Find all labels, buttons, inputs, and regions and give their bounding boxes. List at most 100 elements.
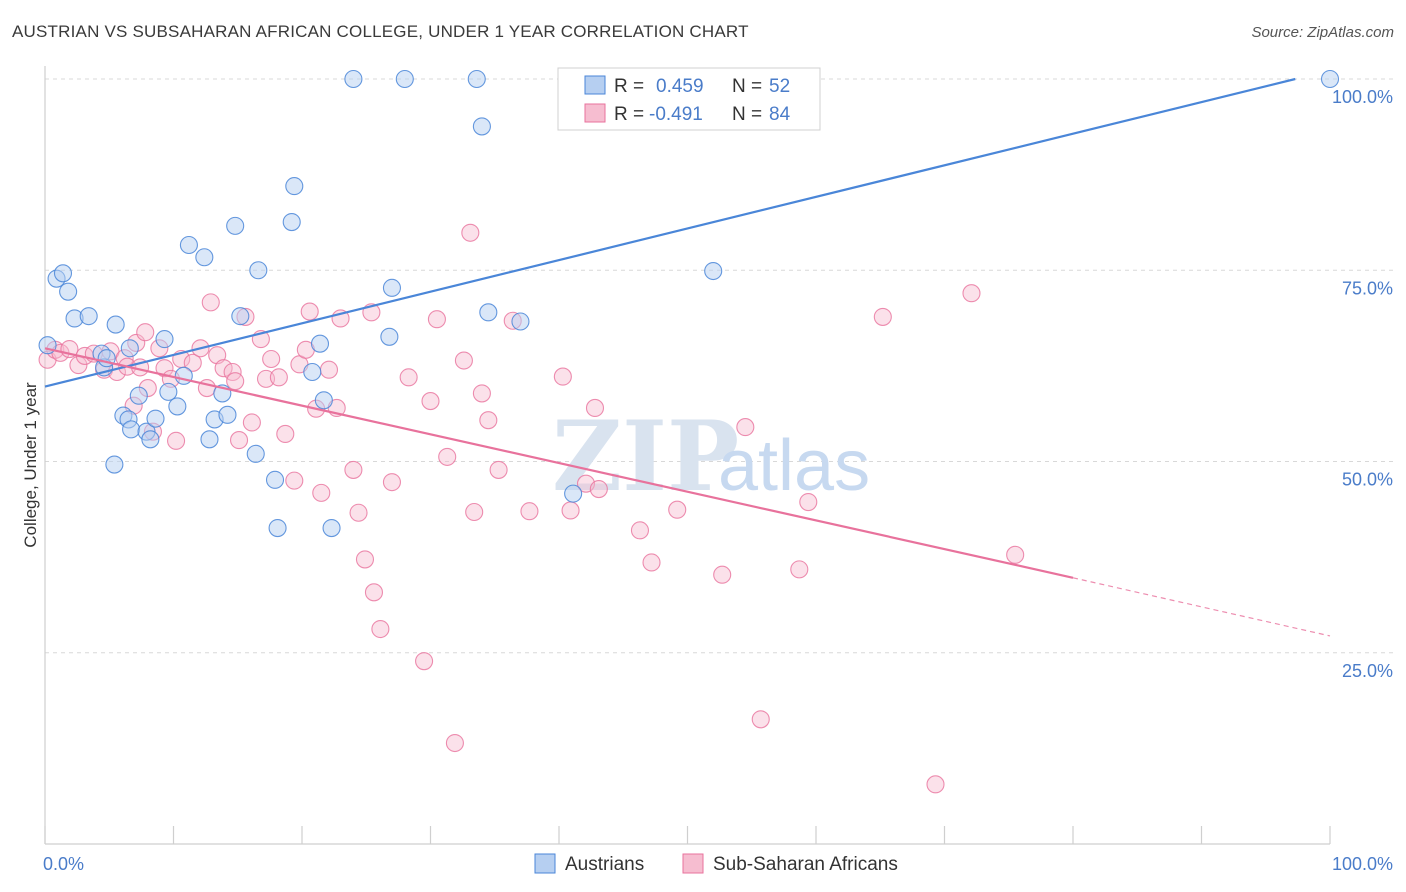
chart-title: AUSTRIAN VS SUBSAHARAN AFRICAN COLLEGE, … — [12, 22, 749, 41]
sub-saharan-point — [427, 310, 446, 329]
sub-saharan-point — [285, 471, 304, 490]
austrian-point — [382, 278, 402, 297]
sub-saharan-point — [461, 223, 480, 242]
sub-saharan-point — [790, 560, 809, 579]
sub-saharan-point — [873, 307, 892, 326]
series-legend: Austrians Sub-Saharan Africans — [534, 853, 898, 875]
sub-saharan-point — [421, 392, 440, 411]
austrian-point — [79, 307, 98, 326]
austrian-point — [120, 339, 139, 358]
austrian-point — [246, 444, 265, 463]
austrian-point — [472, 117, 491, 136]
legend-n-value-2: 84 — [769, 104, 791, 125]
austrian-point — [249, 261, 268, 280]
sub-saharan-point — [355, 550, 375, 569]
austrian-point — [467, 69, 486, 89]
sub-saharan-trend-line — [44, 347, 1074, 579]
sub-saharan-point — [1006, 545, 1025, 564]
series-sub-saharan-points — [38, 223, 1025, 794]
austrian-point — [146, 409, 165, 428]
sub-saharan-point — [668, 500, 687, 519]
sub-saharan-point — [799, 492, 818, 512]
austrian-point — [380, 327, 399, 346]
austrian-point — [122, 420, 141, 439]
sub-saharan-point — [319, 360, 339, 379]
austrian-point — [174, 366, 193, 385]
austrian-point — [479, 303, 498, 322]
axes — [44, 66, 1331, 845]
y-tick-label: 100.0% — [1332, 87, 1393, 107]
bottom-legend-sub-saharan: Sub-Saharan Africans — [713, 854, 898, 875]
austrian-point — [200, 430, 219, 449]
austrian-point — [129, 386, 148, 405]
sub-saharan-point — [214, 359, 233, 378]
austrian-point — [564, 484, 583, 503]
austrian-point — [303, 362, 322, 382]
austrian-point — [314, 391, 333, 410]
legend-r-value-2: -0.491 — [649, 104, 703, 125]
sub-saharan-point — [136, 323, 155, 342]
sub-saharan-point — [642, 553, 661, 572]
sub-saharan-point — [736, 418, 755, 437]
sub-saharan-point — [167, 431, 186, 450]
y-tick-labels: 25.0% 50.0% 75.0% 100.0% — [1332, 87, 1393, 681]
austrian-point — [231, 307, 250, 326]
x-tick-label: 100.0% — [1332, 854, 1393, 874]
sub-saharan-point — [371, 619, 390, 639]
austrian-point — [218, 405, 237, 424]
austrian-point — [511, 312, 530, 331]
sub-saharan-point — [630, 521, 650, 540]
watermark-atlas: atlas — [718, 426, 870, 506]
bottom-legend-swatch-sub-saharan — [682, 853, 704, 874]
sub-saharan-point — [269, 368, 288, 387]
sub-saharan-point — [364, 583, 384, 602]
sub-saharan-point — [465, 502, 484, 522]
austrian-point — [105, 455, 124, 474]
sub-saharan-point — [479, 411, 498, 430]
austrian-point — [141, 430, 160, 449]
y-axis-label: College, Under 1 year — [21, 382, 40, 548]
stats-legend: R = 0.459 N = 52 R = -0.491 N = 84 — [557, 67, 821, 131]
sub-saharan-trend-extension — [1072, 577, 1331, 637]
sub-saharan-point — [262, 349, 281, 369]
austrian-point — [226, 216, 245, 235]
legend-n-value-1: 52 — [769, 76, 790, 97]
austrian-point — [155, 330, 174, 349]
sub-saharan-point — [713, 565, 732, 584]
legend-swatch-austrians — [584, 75, 606, 95]
austrian-point — [1320, 69, 1340, 89]
y-tick-label: 50.0% — [1342, 470, 1393, 490]
austrian-point — [395, 69, 414, 89]
trend-lines — [44, 77, 1331, 637]
bottom-legend-austrians: Austrians — [565, 854, 644, 875]
series-austrians-points — [38, 69, 1340, 538]
bottom-legend-swatch-austrians — [534, 853, 556, 874]
sub-saharan-point — [589, 479, 608, 499]
legend-swatch-sub-saharan — [584, 103, 606, 123]
austrian-point — [168, 397, 187, 416]
x-tick-labels: 0.0% 100.0% — [43, 854, 1393, 874]
sub-saharan-point — [242, 413, 261, 432]
austrian-point — [310, 334, 330, 353]
sub-saharan-point — [201, 293, 220, 312]
sub-saharan-point — [926, 775, 945, 794]
sub-saharan-point — [399, 368, 418, 387]
sub-saharan-point — [454, 351, 473, 370]
austrian-point — [344, 69, 363, 89]
sub-saharan-point — [415, 652, 434, 671]
legend-r-value-1: 0.459 — [656, 76, 704, 97]
sub-saharan-point — [438, 447, 457, 466]
y-tick-label: 25.0% — [1342, 661, 1393, 681]
sub-saharan-point — [349, 503, 368, 522]
sub-saharan-point — [445, 733, 464, 753]
sub-saharan-point — [751, 710, 770, 729]
austrian-point — [59, 282, 78, 301]
sub-saharan-point — [344, 460, 363, 479]
legend-n-label-1: N = — [732, 76, 762, 97]
austrian-point — [285, 177, 304, 196]
austrian-point — [179, 235, 198, 255]
sub-saharan-point — [585, 398, 605, 418]
austrian-point — [704, 261, 723, 281]
austrian-point — [53, 264, 73, 283]
